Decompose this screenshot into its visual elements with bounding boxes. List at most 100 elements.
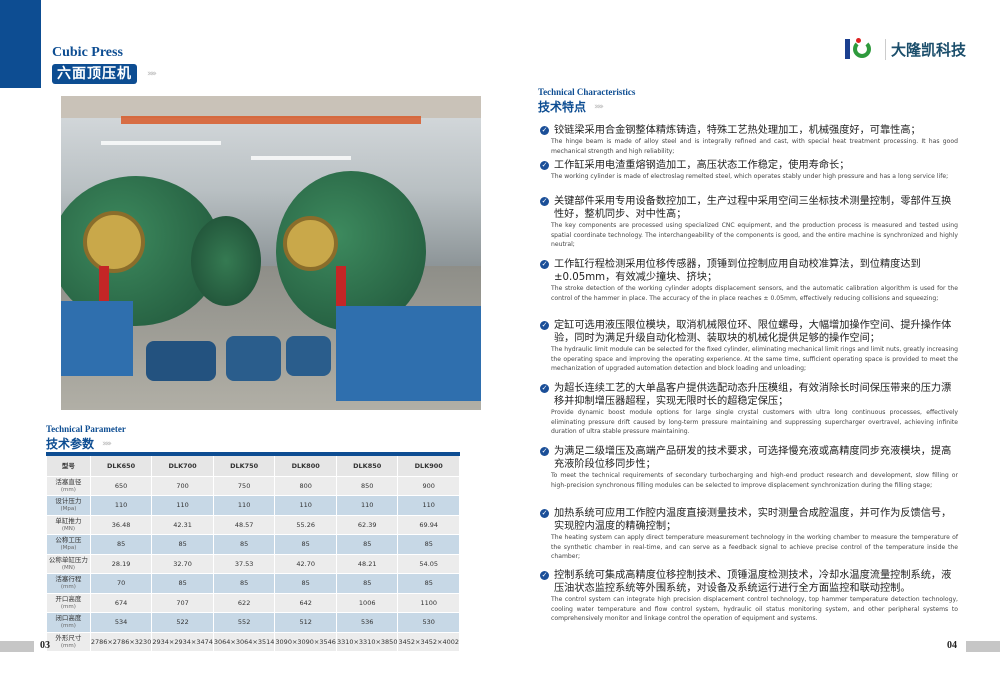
header-cell: DLK850 xyxy=(335,453,399,477)
table-cell: 534 xyxy=(89,612,153,633)
feature-en: To meet the technical requirements of se… xyxy=(551,472,958,489)
row-label: 活塞行程 (mm) xyxy=(46,573,91,594)
table-cell: 85 xyxy=(397,534,460,555)
brand-color-bar xyxy=(0,0,41,88)
check-icon: ✓ xyxy=(540,126,549,135)
params-title-cn: 技术参数 xyxy=(46,437,95,451)
table-cell: 110 xyxy=(274,495,337,516)
row-unit: (MN) xyxy=(61,564,75,571)
section-title-cn: 六面顶压机 xyxy=(52,64,137,84)
feature-cn: 关键部件采用专用设备数控加工，生产过程中采用空间三坐标技术测量控制，零部件互换性… xyxy=(554,196,952,220)
table-cell: 54.05 xyxy=(397,553,460,574)
check-icon: ✓ xyxy=(540,571,549,580)
feature-cn: 为满足二级增压及高端产品研发的技术要求，可选择慢充液或高精度同步充液模块，提高充… xyxy=(554,446,952,470)
features-title-cn: 技术特点 xyxy=(538,100,587,114)
table-cell: 70 xyxy=(89,573,153,594)
logo-mark-icon xyxy=(845,38,879,60)
feature-item: ✓ 定缸可选用液压限位模块，取消机械限位环、限位螺母，大幅增加操作空间、提升操作体… xyxy=(540,319,958,374)
section-title-en: Cubic Press xyxy=(52,45,123,60)
table-cell: 85 xyxy=(335,534,399,555)
row-unit: (mm) xyxy=(60,603,76,610)
header-cell: 型号 xyxy=(46,453,91,477)
table-cell: 3090×3090×3546 xyxy=(274,631,337,652)
table-cell: 42.70 xyxy=(274,553,337,574)
table-header-row: 型号 DLK650 DLK700 DLK750 DLK800 DLK850 DL… xyxy=(46,453,460,477)
logo-text: 大隆凯科技 xyxy=(885,38,966,60)
table-cell: 36.48 xyxy=(89,514,153,535)
table-cell: 650 xyxy=(89,475,153,496)
table-cell: 674 xyxy=(89,592,153,613)
page-number-left: 03 xyxy=(40,640,50,651)
table-cell: 1100 xyxy=(397,592,460,613)
feature-en: The working cylinder is made of electros… xyxy=(551,173,949,180)
table-cell: 85 xyxy=(335,573,399,594)
table-cell: 850 xyxy=(335,475,399,496)
row-unit: (mm) xyxy=(60,584,76,591)
table-cell: 622 xyxy=(212,592,276,613)
parameter-table: 型号 DLK650 DLK700 DLK750 DLK800 DLK850 DL… xyxy=(46,452,460,652)
row-label: 公称工压 (Mpa) xyxy=(46,534,91,555)
table-cell: 800 xyxy=(274,475,337,496)
chevrons-decoration: ››››› xyxy=(147,69,157,79)
table-row: 活塞行程 (mm) 70 85 85 85 85 85 xyxy=(46,573,460,594)
features-title-en: Technical Characteristics xyxy=(538,87,636,97)
row-label: 公称单缸压力 (MN) xyxy=(46,553,91,574)
feature-item: ✓ 加热系统可应用工作腔内温度直接测量技术，实时测量合成腔温度，并可作为反馈信号，… xyxy=(540,507,958,562)
table-cell: 552 xyxy=(212,612,276,633)
table-cell: 536 xyxy=(335,612,399,633)
row-label-text: 活塞行程 xyxy=(55,575,82,584)
table-cell: 110 xyxy=(89,495,153,516)
row-label-text: 公称单缸压力 xyxy=(48,555,88,564)
header-cell: DLK750 xyxy=(212,453,276,477)
table-cell: 707 xyxy=(151,592,214,613)
header-cell: DLK700 xyxy=(151,453,214,477)
feature-en: The hydraulic limit module can be select… xyxy=(551,346,958,372)
table-cell: 85 xyxy=(151,573,214,594)
row-label-text: 闭口高度 xyxy=(55,614,82,623)
table-cell: 62.39 xyxy=(335,514,399,535)
header-cell: DLK800 xyxy=(274,453,337,477)
table-cell: 900 xyxy=(397,475,460,496)
table-cell: 3064×3064×3514 xyxy=(212,631,276,652)
page-number-right: 04 xyxy=(947,640,957,651)
feature-en: The key components are processed using s… xyxy=(551,222,958,248)
company-logo: 大隆凯科技 xyxy=(845,38,966,60)
check-icon: ✓ xyxy=(540,384,549,393)
feature-cn: 加热系统可应用工作腔内温度直接测量技术，实时测量合成腔温度，并可作为反馈信号，实… xyxy=(554,508,952,532)
table-cell: 48.21 xyxy=(335,553,399,574)
table-cell: 85 xyxy=(212,573,276,594)
check-icon: ✓ xyxy=(540,447,549,456)
feature-item: ✓ 关键部件采用专用设备数控加工，生产过程中采用空间三坐标技术测量控制，零部件互换… xyxy=(540,195,958,250)
footer-bar-right xyxy=(966,641,1000,652)
row-label: 单缸推力 (MN) xyxy=(46,514,91,535)
table-cell: 32.70 xyxy=(151,553,214,574)
feature-cn: 铰链梁采用合金钢整体精炼铸造，特殊工艺热处理加工，机械强度好，可靠性高； xyxy=(554,125,921,136)
check-icon: ✓ xyxy=(540,161,549,170)
table-cell: 2934×2934×3474 xyxy=(151,631,214,652)
row-label-text: 公称工压 xyxy=(55,536,82,545)
product-photo xyxy=(61,96,481,410)
table-row: 设计压力 (Mpa) 110 110 110 110 110 110 xyxy=(46,495,460,516)
row-label: 开口高度 (mm) xyxy=(46,592,91,613)
chevrons-decoration: ››››› xyxy=(102,438,112,449)
table-row: 单缸推力 (MN) 36.48 42.31 48.57 55.26 62.39 69.94 xyxy=(46,514,460,535)
table-cell: 2786×2786×3230 xyxy=(89,631,153,652)
table-cell: 85 xyxy=(89,534,153,555)
table-cell: 69.94 xyxy=(397,514,460,535)
chevrons-decoration: ››››› xyxy=(594,101,604,112)
table-cell: 512 xyxy=(274,612,337,633)
feature-item: ✓ 工作缸行程检测采用位移传感器，顶锤到位控制应用自动校准算法，到位精度达到±0.… xyxy=(540,258,958,303)
check-icon: ✓ xyxy=(540,509,549,518)
row-label-text: 设计压力 xyxy=(55,497,82,506)
row-label-text: 开口高度 xyxy=(55,594,82,603)
table-cell: 522 xyxy=(151,612,214,633)
table-cell: 48.57 xyxy=(212,514,276,535)
table-cell: 85 xyxy=(274,534,337,555)
row-label: 外形尺寸 (mm) xyxy=(46,631,91,652)
table-row: 闭口高度 (mm) 534 522 552 512 536 530 xyxy=(46,612,460,633)
table-cell: 85 xyxy=(397,573,460,594)
feature-item: ✓ 工作缸采用电渣重熔钢造加工，高压状态工作稳定，使用寿命长； The workin… xyxy=(540,159,958,182)
feature-en: The hinge beam is made of alloy steel an… xyxy=(551,138,958,155)
table-cell: 110 xyxy=(335,495,399,516)
row-label-text: 外形尺寸 xyxy=(55,633,82,642)
